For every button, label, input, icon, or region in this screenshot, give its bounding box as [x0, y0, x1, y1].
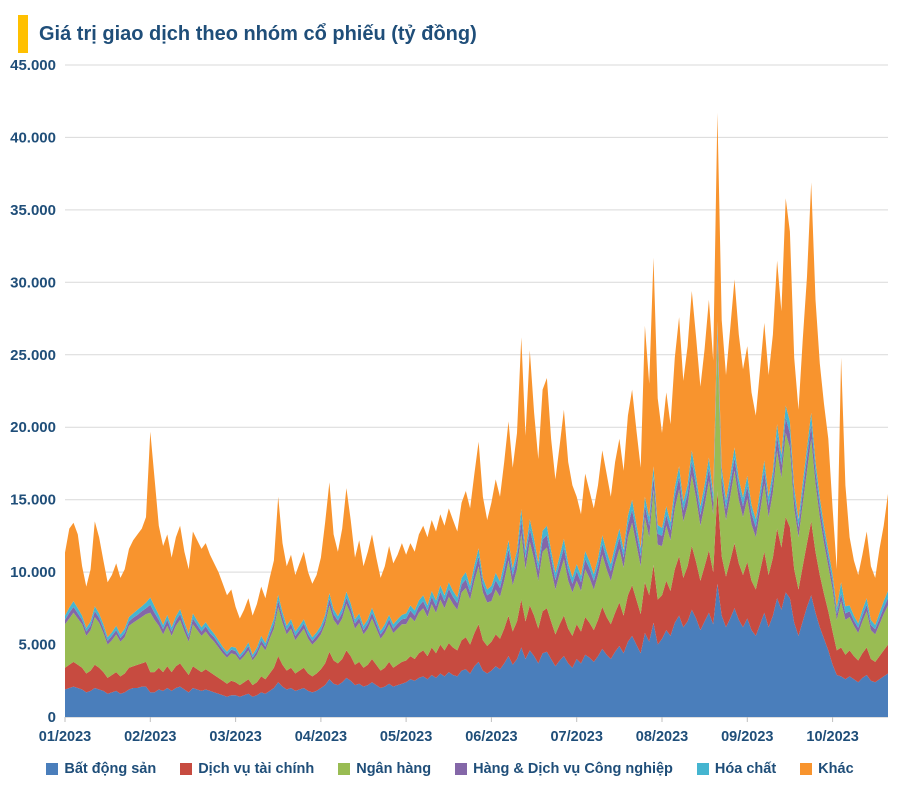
y-axis-label: 0 [48, 709, 56, 726]
y-axis-label: 45.000 [10, 57, 56, 74]
y-axis-label: 25.000 [10, 347, 56, 364]
legend-item-4: Hóa chất [696, 761, 777, 777]
legend-swatch-icon [46, 763, 59, 775]
area-series-4 [65, 321, 888, 658]
x-axis-label: 10/2023 [806, 729, 858, 745]
y-axis-label: 40.000 [10, 129, 56, 146]
legend-label: Khác [818, 761, 854, 777]
chart-header: Giá trị giao dịch theo nhóm cổ phiếu (tỷ… [0, 0, 900, 56]
title-accent-bar [18, 15, 28, 53]
x-axis-label: 01/2023 [39, 729, 91, 745]
legend-swatch-icon [800, 763, 813, 775]
x-axis-label: 02/2023 [124, 729, 176, 745]
y-axis-label: 15.000 [10, 492, 56, 509]
legend-label: Hàng & Dịch vụ Công nghiệp [473, 761, 673, 777]
page-title: Giá trị giao dịch theo nhóm cổ phiếu (tỷ… [39, 22, 477, 45]
x-axis-label: 03/2023 [209, 729, 261, 745]
x-axis-label: 09/2023 [721, 729, 773, 745]
x-axis-label: 08/2023 [636, 729, 688, 745]
legend-item-0: Bất động sản [46, 761, 156, 777]
area-series-3 [65, 331, 888, 661]
y-axis-label: 10.000 [10, 564, 56, 581]
legend-label: Ngân hàng [356, 761, 432, 777]
y-axis-label: 30.000 [10, 274, 56, 291]
stacked-area-chart: 0 5.000 10.000 15.000 20.000 25.000 30.000 35.0… [10, 57, 888, 745]
legend-label: Bất động sản [64, 761, 157, 777]
legend-swatch-icon [455, 763, 468, 775]
y-axis-label: 20.000 [10, 419, 56, 436]
legend-swatch-icon [180, 763, 193, 775]
x-axis-label: 04/2023 [295, 729, 347, 745]
y-axis-label: 5.000 [18, 637, 56, 654]
legend-swatch-icon [338, 763, 351, 775]
legend-item-1: Dịch vụ tài chính [180, 761, 314, 777]
x-axis-label: 05/2023 [380, 729, 432, 745]
chart-area: 0 5.000 10.000 15.000 20.000 25.000 30.000 35.0… [0, 56, 900, 756]
x-axis-label: 06/2023 [465, 729, 517, 745]
area-series-5 [65, 112, 888, 655]
x-axis-label: 07/2023 [550, 729, 602, 745]
legend-label: Hóa chất [714, 761, 777, 777]
legend-swatch-icon [696, 763, 709, 775]
chart-legend: Bất động sản Dịch vụ tài chính Ngân hàng Hà… [0, 761, 900, 777]
y-axis-label: 35.000 [10, 202, 56, 219]
legend-label: Dịch vụ tài chính [198, 761, 315, 777]
legend-item-2: Ngân hàng [338, 761, 431, 777]
legend-item-5: Khác [800, 761, 854, 777]
area-series-1 [65, 491, 888, 697]
area-series-0 [65, 583, 888, 717]
legend-item-3: Hàng & Dịch vụ Công nghiệp [455, 761, 673, 777]
area-series-2 [65, 340, 888, 686]
